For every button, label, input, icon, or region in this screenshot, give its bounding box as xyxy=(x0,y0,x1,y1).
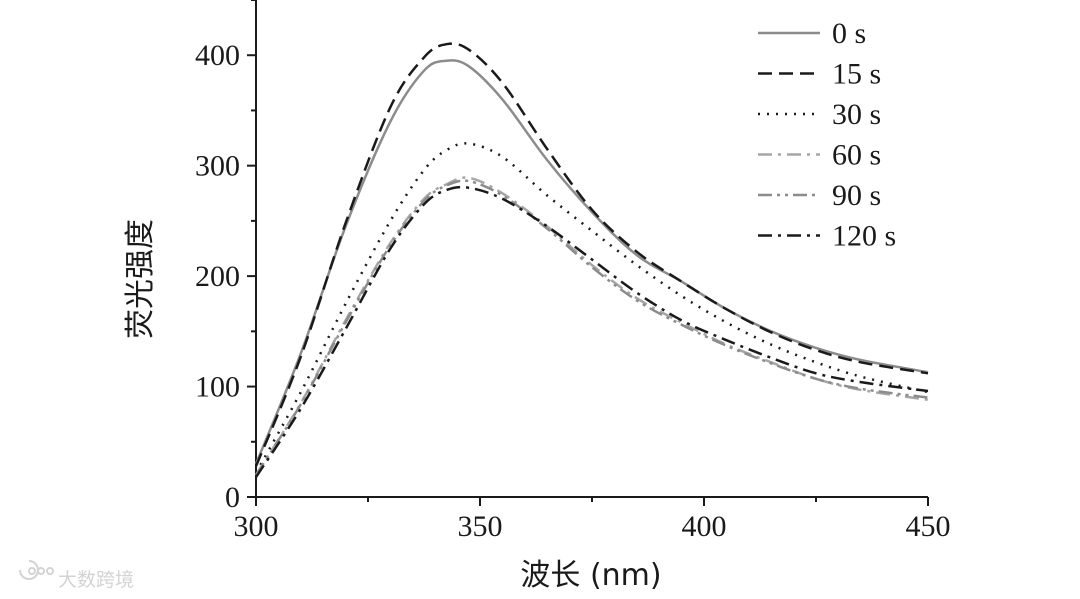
y-tick-label: 0 xyxy=(225,481,240,514)
series-line-3 xyxy=(254,176,929,476)
y-tick-label: 300 xyxy=(195,150,240,183)
legend-label: 120 s xyxy=(832,220,896,253)
y-axis-title: 荧光强度 xyxy=(123,219,158,339)
legend: 0 s 15 s 30 s 60 s 90 s 120 s xyxy=(758,17,896,253)
y-tick-label: 100 xyxy=(195,371,240,404)
x-tick-label: 450 xyxy=(906,510,951,543)
series-line-5 xyxy=(254,185,929,478)
legend-label: 90 s xyxy=(832,179,881,212)
series-line-0 xyxy=(254,59,929,465)
series-layer xyxy=(254,42,929,478)
x-tick-label: 400 xyxy=(682,510,727,543)
series-line-1 xyxy=(254,42,929,467)
x-axis-title: 波长 (nm) xyxy=(520,558,661,593)
legend-label: 0 s xyxy=(832,17,866,50)
axes: 300 350 400 450 0 100 200 300 400 xyxy=(195,0,951,543)
watermark-text: 大数跨境 xyxy=(58,569,134,591)
watermark: 大数跨境 xyxy=(19,560,134,591)
watermark-logo-icon xyxy=(19,560,54,580)
legend-label: 15 s xyxy=(832,58,881,91)
legend-label: 30 s xyxy=(832,98,881,131)
y-tick-label: 400 xyxy=(195,39,240,72)
x-tick-label: 300 xyxy=(234,510,279,543)
y-tick-label: 200 xyxy=(195,260,240,293)
legend-label: 60 s xyxy=(832,139,881,172)
series-line-4 xyxy=(254,179,929,476)
x-tick-label: 350 xyxy=(458,510,503,543)
